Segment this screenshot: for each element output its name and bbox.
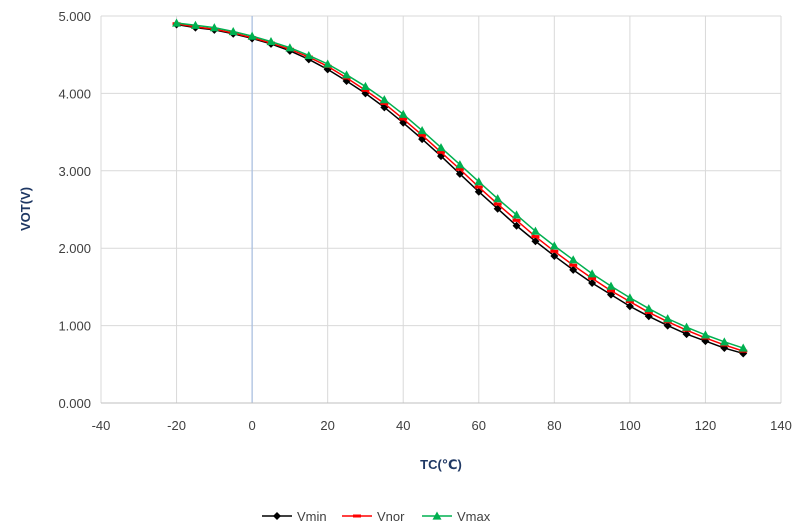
data-point — [569, 263, 578, 267]
series-vnor — [172, 22, 748, 353]
data-point — [644, 312, 653, 321]
x-axis-title: TC(℃) — [420, 457, 462, 472]
data-point — [549, 241, 559, 250]
y-tick-label: 1.000 — [58, 319, 91, 334]
data-point — [380, 101, 389, 105]
series-vmin — [172, 20, 748, 358]
x-tick-label: -40 — [92, 418, 111, 433]
data-point — [418, 133, 427, 137]
data-point — [360, 81, 370, 91]
x-tick-label: 80 — [547, 418, 561, 433]
data-point — [682, 322, 692, 331]
y-tick-label: 2.000 — [58, 241, 91, 256]
data-point — [588, 276, 597, 280]
data-point — [550, 249, 559, 253]
legend-label: Vmin — [297, 509, 327, 524]
data-point — [587, 269, 597, 278]
y-tick-label: 4.000 — [58, 86, 91, 101]
data-point — [209, 23, 219, 32]
data-point — [304, 50, 314, 60]
series-line — [176, 23, 744, 355]
data-point — [700, 330, 710, 339]
y-axis-title: VOT(V) — [18, 187, 33, 231]
grid — [100, 15, 782, 404]
legend-label: Vmax — [457, 509, 491, 524]
data-point — [569, 265, 578, 274]
data-point — [493, 202, 502, 206]
data-point — [625, 302, 634, 311]
data-point — [493, 194, 503, 203]
x-tick-label: 60 — [472, 418, 486, 433]
data-point — [550, 251, 559, 260]
x-tick-label: -20 — [167, 418, 186, 433]
data-point — [266, 37, 276, 46]
x-tick-label: 100 — [619, 418, 641, 433]
legend-marker — [273, 512, 281, 520]
data-point — [437, 150, 445, 154]
data-point — [190, 20, 200, 29]
x-tick-label: 40 — [396, 418, 410, 433]
data-point — [512, 221, 521, 230]
data-point — [530, 226, 540, 235]
data-point — [663, 314, 673, 323]
data-point — [474, 177, 484, 186]
data-point — [436, 143, 446, 152]
data-point — [379, 95, 389, 104]
data-point — [172, 18, 182, 27]
legend: Vmin Vnor Vmax — [262, 509, 491, 524]
y-tick-label: 3.000 — [58, 164, 91, 179]
data-point — [247, 31, 257, 40]
data-point — [625, 300, 634, 304]
data-point — [588, 279, 597, 288]
data-point — [474, 185, 483, 189]
data-point — [398, 109, 408, 118]
x-tick-label: 20 — [320, 418, 334, 433]
data-point — [285, 43, 295, 52]
data-point — [417, 126, 427, 135]
data-point — [512, 218, 521, 222]
data-point — [228, 26, 238, 36]
series-vmax — [172, 18, 748, 352]
data-point — [719, 337, 729, 346]
legend-item-vnor: Vnor — [342, 509, 405, 524]
data-point — [531, 237, 540, 246]
data-point — [644, 310, 653, 314]
x-tick-label: 0 — [248, 418, 255, 433]
legend-marker — [353, 514, 361, 518]
data-point — [361, 88, 370, 92]
series-layer — [172, 18, 748, 358]
data-point — [568, 255, 578, 264]
data-point — [455, 160, 465, 169]
legend-label: Vnor — [377, 509, 405, 524]
y-tick-label: 0.000 — [58, 396, 91, 411]
series-line — [176, 22, 744, 349]
data-point — [607, 289, 615, 293]
data-point — [399, 117, 408, 121]
x-tick-label: 140 — [770, 418, 792, 433]
data-point — [531, 235, 540, 239]
data-point — [512, 210, 522, 219]
series-line — [176, 22, 744, 352]
data-point — [342, 70, 352, 79]
data-point — [644, 304, 654, 313]
data-point — [606, 281, 616, 290]
data-point — [738, 343, 748, 352]
data-point — [455, 167, 464, 171]
legend-item-vmin: Vmin — [262, 509, 327, 524]
axes: -40 -20 0 20 40 60 80 100 120 140 0.000 1.000 2.000 3… — [58, 9, 791, 433]
data-point — [663, 321, 672, 330]
x-tick-label: 120 — [695, 418, 717, 433]
y-tick-label: 5.000 — [58, 9, 91, 24]
legend-item-vmax: Vmax — [422, 509, 491, 524]
data-point — [682, 330, 691, 339]
data-point — [323, 59, 333, 68]
legend-marker — [432, 511, 442, 520]
data-point — [625, 293, 635, 302]
